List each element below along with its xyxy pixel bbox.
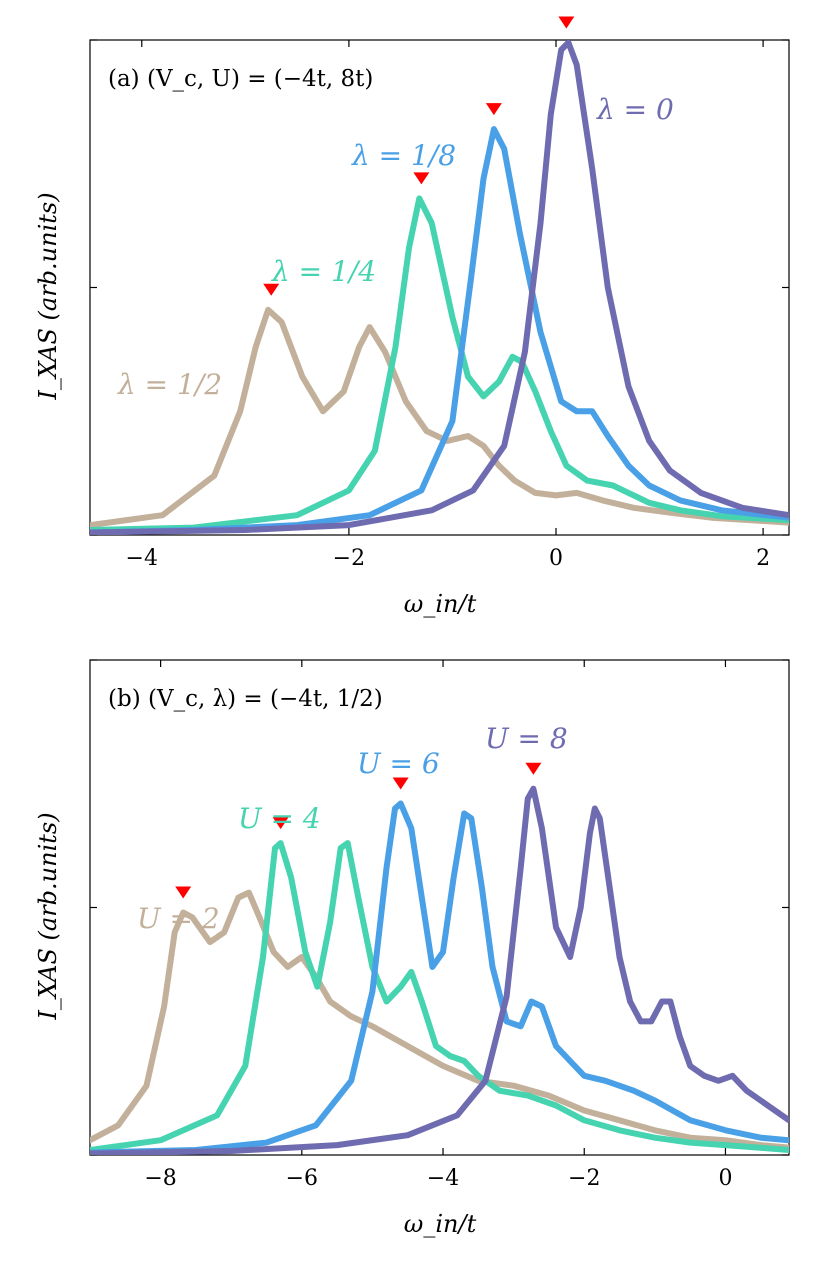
panel-b-xtick-label-3: −2 xyxy=(568,1166,600,1191)
panel-a-peak-marker-1 xyxy=(413,172,430,185)
panel-b-series-2 xyxy=(90,800,789,1155)
panel-b-xtick-label-1: −6 xyxy=(286,1166,318,1191)
panel-b-x-ticks: −8 −6 −4 −2 0 xyxy=(144,660,732,1191)
panel-b-peak-markers xyxy=(175,762,542,899)
panel-a-x-ticks: −4 −2 0 2 xyxy=(126,40,770,571)
panel-b-peak-marker-3 xyxy=(525,762,542,775)
panel-a-xtick-label-0: −4 xyxy=(126,546,158,571)
panel-b-curve-label-2: U = 6 xyxy=(357,747,440,780)
panel-a-curve-label-0: λ = 1/2 xyxy=(117,368,222,401)
panel-b-peak-marker-0 xyxy=(175,886,192,899)
panel-a-peak-marker-2 xyxy=(485,103,502,116)
panel-b-curve-label-1: U = 4 xyxy=(238,802,321,835)
panel-a-peak-markers xyxy=(263,16,575,296)
panel-a-curve-label-3: λ = 0 xyxy=(596,93,674,126)
panel-a-series-0 xyxy=(90,306,789,529)
panel-b-label: (b) (V_c, λ) = (−4t, 1/2) xyxy=(108,686,383,712)
panel-b: −8 −6 −4 −2 0 (b) (V_c, λ) = (−4t, 1/2) ω_in… xyxy=(34,659,790,1238)
panel-a-curves xyxy=(90,40,789,535)
panel-a: −4 −2 0 2 (a) (V_c, U) = (−4t, 8t) ω_in/t I… xyxy=(34,16,790,618)
panel-b-series-1 xyxy=(90,840,789,1153)
panel-a-series-2 xyxy=(90,126,789,535)
panel-a-curve-label-2: λ = 1/8 xyxy=(351,139,456,172)
panel-b-xtick-label-4: 0 xyxy=(718,1166,732,1191)
panel-a-x-label: ω_in/t xyxy=(404,590,477,618)
panel-a-frame xyxy=(89,39,790,536)
panel-b-curves xyxy=(90,785,789,1155)
panel-a-y-ticks xyxy=(90,39,789,536)
panel-a-peak-marker-3 xyxy=(558,16,575,29)
panel-b-curve-label-0: U = 2 xyxy=(137,902,220,935)
panel-a-curve-label-1: λ = 1/4 xyxy=(271,255,376,288)
panel-a-series-1 xyxy=(90,195,789,533)
panel-a-y-label: I_XAS (arb.units) xyxy=(34,192,62,400)
panel-b-peak-marker-1 xyxy=(272,817,289,830)
panel-a-peak-marker-0 xyxy=(263,283,280,296)
panel-a-label: (a) (V_c, U) = (−4t, 8t) xyxy=(108,66,373,92)
panel-b-series-3 xyxy=(90,785,789,1155)
panel-b-peak-marker-2 xyxy=(392,777,409,790)
panel-b-x-label: ω_in/t xyxy=(404,1210,477,1238)
panel-a-xtick-label-3: 2 xyxy=(756,546,770,571)
panel-b-curve-label-3: U = 8 xyxy=(485,722,568,755)
panel-b-xtick-label-2: −4 xyxy=(427,1166,459,1191)
panel-b-xtick-label-0: −8 xyxy=(144,1166,176,1191)
panel-a-xtick-label-2: 0 xyxy=(549,546,563,571)
panel-b-y-label: I_XAS (arb.units) xyxy=(34,812,62,1020)
panel-a-series-3 xyxy=(90,40,789,535)
panel-a-xtick-label-1: −2 xyxy=(333,546,365,571)
